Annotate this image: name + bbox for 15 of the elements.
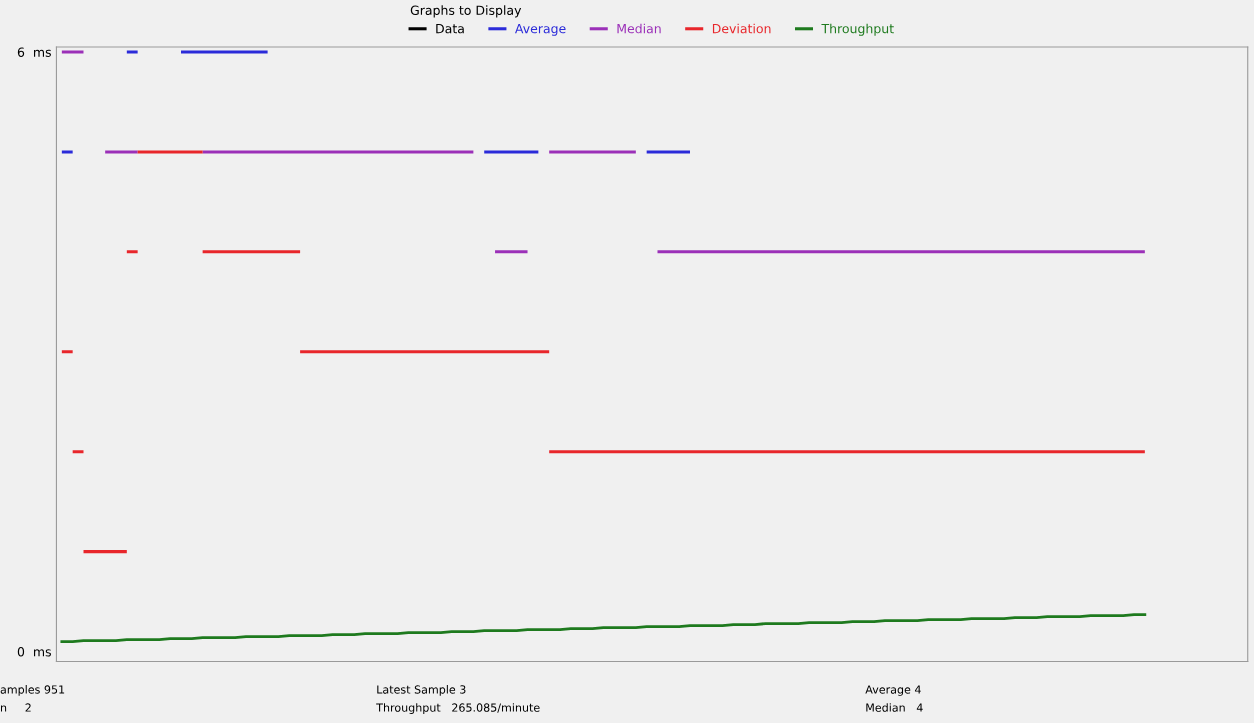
text: amples 951	[0, 685, 65, 696]
text: n 2	[1, 703, 31, 712]
legend-label: Average	[515, 24, 566, 36]
legend-label: Throughput	[821, 23, 894, 36]
legend-label: Deviation	[712, 23, 771, 34]
legend-label: Median	[617, 23, 661, 34]
text: Latest Sample 3	[377, 685, 466, 696]
line-series	[60, 613, 1147, 643]
y-tick-label: 0 ms	[17, 647, 51, 657]
y-tick-label: 6 ms	[17, 47, 51, 57]
legend-title: Graphs to Display	[410, 5, 522, 18]
legend-label: Data	[436, 24, 464, 34]
text: Median 4	[866, 703, 923, 712]
text: Average 4	[865, 685, 921, 696]
text: Throughput 265.085/minute	[376, 703, 540, 714]
